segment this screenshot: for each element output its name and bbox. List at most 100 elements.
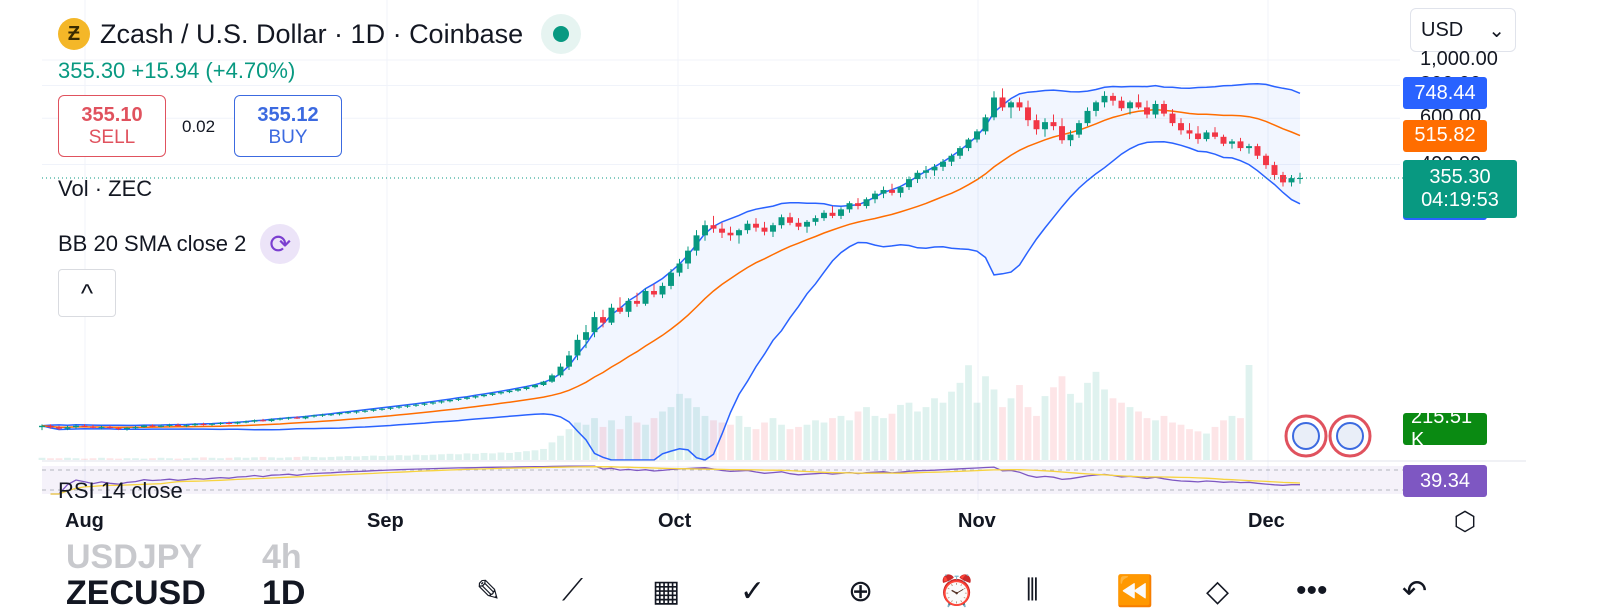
brush-icon[interactable]: ✓ — [740, 575, 766, 608]
volume-bar — [353, 456, 360, 460]
plus-circle-icon[interactable]: ⊕ — [848, 575, 874, 608]
collapse-legend-button[interactable]: ^ — [58, 269, 116, 317]
chart-line-icon[interactable]: ⟋ — [562, 574, 583, 607]
candle-body — [838, 209, 844, 216]
volume-bar — [251, 457, 258, 460]
volume-bar — [1186, 429, 1193, 460]
candle-body — [982, 117, 989, 132]
candle-body — [234, 422, 241, 424]
pencil-icon[interactable]: ✎ — [476, 575, 502, 608]
volume-bar — [922, 407, 930, 460]
volume-bar — [973, 402, 981, 460]
rewind-icon[interactable]: ⏪ — [1116, 575, 1154, 608]
volume-bar — [310, 456, 318, 460]
candle-body — [438, 401, 445, 403]
candle-body — [1178, 123, 1184, 131]
candle-body — [787, 217, 793, 223]
volume-bar — [999, 407, 1006, 460]
volume-bar — [1245, 365, 1253, 460]
candle-body — [149, 425, 156, 427]
volume-bar — [557, 435, 564, 460]
volume-bar — [897, 404, 904, 460]
time-axis-tick: Nov — [958, 510, 996, 532]
volume-bar — [1211, 426, 1219, 460]
candle-body — [47, 425, 54, 428]
volume-bar — [438, 454, 445, 460]
candle-body — [515, 389, 521, 391]
candle-body — [931, 166, 938, 171]
volume-bar — [64, 457, 71, 460]
candle-body — [634, 300, 640, 304]
volume-bar — [948, 391, 955, 460]
volume-bar — [497, 452, 505, 460]
candle-body — [302, 416, 309, 419]
candle-body — [583, 332, 589, 340]
candle-body — [345, 412, 351, 414]
candle-body — [744, 223, 751, 231]
refresh-icon[interactable]: ⟳ — [260, 224, 301, 264]
volume-bar — [242, 457, 250, 460]
volume-bar — [880, 418, 887, 460]
volume-bar — [1101, 389, 1108, 460]
candle-body — [472, 396, 479, 398]
volume-bar — [786, 429, 794, 460]
sell-button[interactable]: 355.10 SELL — [58, 95, 166, 157]
volume-bar — [837, 415, 845, 460]
currency-select[interactable]: USD ⌄ — [1410, 8, 1516, 52]
undo-icon[interactable]: ↶ — [1402, 575, 1428, 608]
volume-legend[interactable]: Vol · ZEC — [58, 176, 153, 201]
candle-body — [574, 339, 581, 356]
rsi-legend[interactable]: RSI 14 close — [58, 478, 183, 500]
currency-value: USD — [1421, 18, 1464, 41]
price-change-line: 355.30 +15.94 (+4.70%) — [58, 58, 296, 83]
volume-bar — [302, 456, 309, 460]
settings-gear-icon[interactable]: ⬡ — [1453, 506, 1477, 536]
volume-bar — [778, 424, 785, 460]
candle-body — [1169, 113, 1176, 124]
candle-body — [81, 425, 88, 427]
market-open-indicator — [541, 14, 582, 54]
candles-icon[interactable]: ⫴ — [1026, 574, 1039, 607]
grid-icon[interactable]: ▦ — [652, 575, 681, 608]
buy-button[interactable]: 355.12 BUY — [234, 95, 342, 157]
volume-bar — [225, 457, 233, 460]
volume-bar — [183, 458, 190, 460]
bollinger-legend-label: BB 20 SMA close 2 — [58, 231, 247, 256]
ghost-interval: 4h — [262, 538, 302, 576]
candle-body — [693, 235, 700, 251]
bollinger-legend[interactable]: BB 20 SMA close 2 ⟳ — [58, 224, 301, 264]
candle-body — [481, 394, 487, 397]
layers-icon[interactable]: ◇ — [1206, 575, 1230, 608]
candle-body — [200, 424, 207, 426]
volume-bar — [1126, 407, 1134, 460]
candle-body — [1008, 102, 1014, 108]
candle-body — [829, 212, 836, 216]
candle-body — [846, 203, 853, 210]
volume-bar — [829, 418, 836, 460]
current-symbol[interactable]: ZECUSD — [66, 574, 206, 612]
candle-body — [1254, 146, 1261, 156]
alarm-icon[interactable]: ⏰ — [938, 575, 976, 608]
more-icon[interactable]: ••• — [1296, 574, 1328, 607]
symbol-header[interactable]: Ƶ Zcash / U.S. Dollar · 1D · Coinbase — [58, 14, 582, 54]
volume-bar — [336, 456, 343, 460]
volume-bar — [1050, 387, 1057, 460]
candle-body — [863, 199, 870, 207]
volume-bar — [446, 453, 454, 460]
candle-body — [685, 250, 691, 264]
us-flag-icon — [1292, 422, 1320, 450]
volume-bar — [1237, 418, 1244, 460]
current-interval[interactable]: 1D — [262, 574, 306, 612]
candle-body — [617, 307, 623, 312]
volume-bar — [888, 413, 896, 460]
candle-body — [209, 423, 215, 425]
candle-body — [243, 421, 249, 423]
candle-body — [353, 411, 360, 413]
time-axis-tick: Oct — [658, 510, 692, 532]
spread-value: 0.02 — [182, 117, 216, 136]
candle-body — [897, 187, 904, 193]
volume-bar — [455, 454, 462, 460]
candle-body — [328, 414, 334, 416]
volume-bar — [506, 452, 513, 460]
